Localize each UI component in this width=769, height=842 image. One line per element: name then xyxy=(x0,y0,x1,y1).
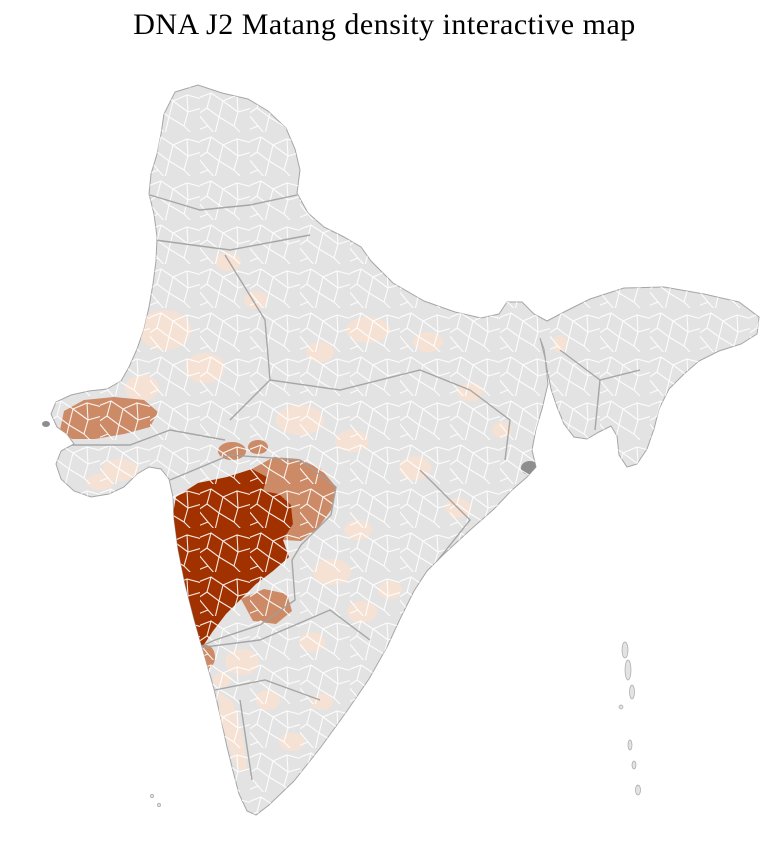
district-border-mesh xyxy=(51,85,759,815)
state-borders xyxy=(60,194,641,781)
lakshadweep-islands[interactable] xyxy=(150,794,161,807)
andaman-nicobar-islands[interactable] xyxy=(618,641,641,796)
district-low-density[interactable] xyxy=(133,491,159,509)
map-title: DNA J2 Matang density interactive map xyxy=(133,8,636,41)
dark-islet-west[interactable] xyxy=(42,421,50,427)
